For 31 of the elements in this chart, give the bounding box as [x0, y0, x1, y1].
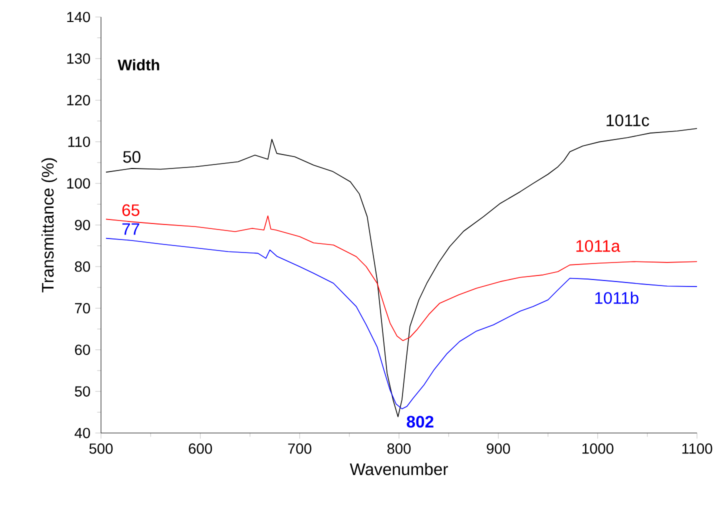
x-tick-label: 600: [188, 443, 212, 454]
series-label: 1011c: [606, 114, 650, 126]
annotation: 50: [123, 151, 140, 163]
y-tick-label: 140: [67, 12, 90, 22]
series-label: 1011b: [595, 292, 638, 304]
y-tick-label: 110: [68, 136, 90, 147]
x-axis-title: Wavenumber: [350, 462, 448, 476]
y-tick-label: 120: [67, 95, 90, 106]
y-tick-label: 70: [75, 303, 90, 314]
x-tick-label: 900: [486, 443, 510, 454]
y-tick-label: 40: [74, 428, 90, 438]
x-tick-label: 1000: [582, 443, 614, 454]
x-tick-label: 1100: [682, 443, 712, 454]
y-tick-label: 60: [75, 344, 90, 355]
y-tick-label: 50: [74, 386, 90, 397]
series-label: 1011a: [576, 240, 620, 252]
y-tick-label: 130: [67, 53, 90, 64]
y-tick-label: 100: [67, 178, 90, 189]
x-tick-label: 800: [387, 443, 411, 454]
annotation: 77: [122, 223, 140, 235]
y-tick-label: 80: [74, 261, 90, 272]
line-series: [106, 128, 698, 418]
annotation: 802: [406, 416, 434, 428]
y-tick-label: 90: [74, 220, 90, 230]
y-axis-title: Transmittance (%): [41, 158, 57, 292]
x-tick-label: 700: [288, 443, 312, 454]
x-tick-label: 500: [89, 443, 113, 454]
line-series: [106, 215, 698, 342]
annotation: 65: [122, 204, 140, 216]
annotation: Width: [118, 59, 160, 70]
line-series: [106, 238, 698, 410]
